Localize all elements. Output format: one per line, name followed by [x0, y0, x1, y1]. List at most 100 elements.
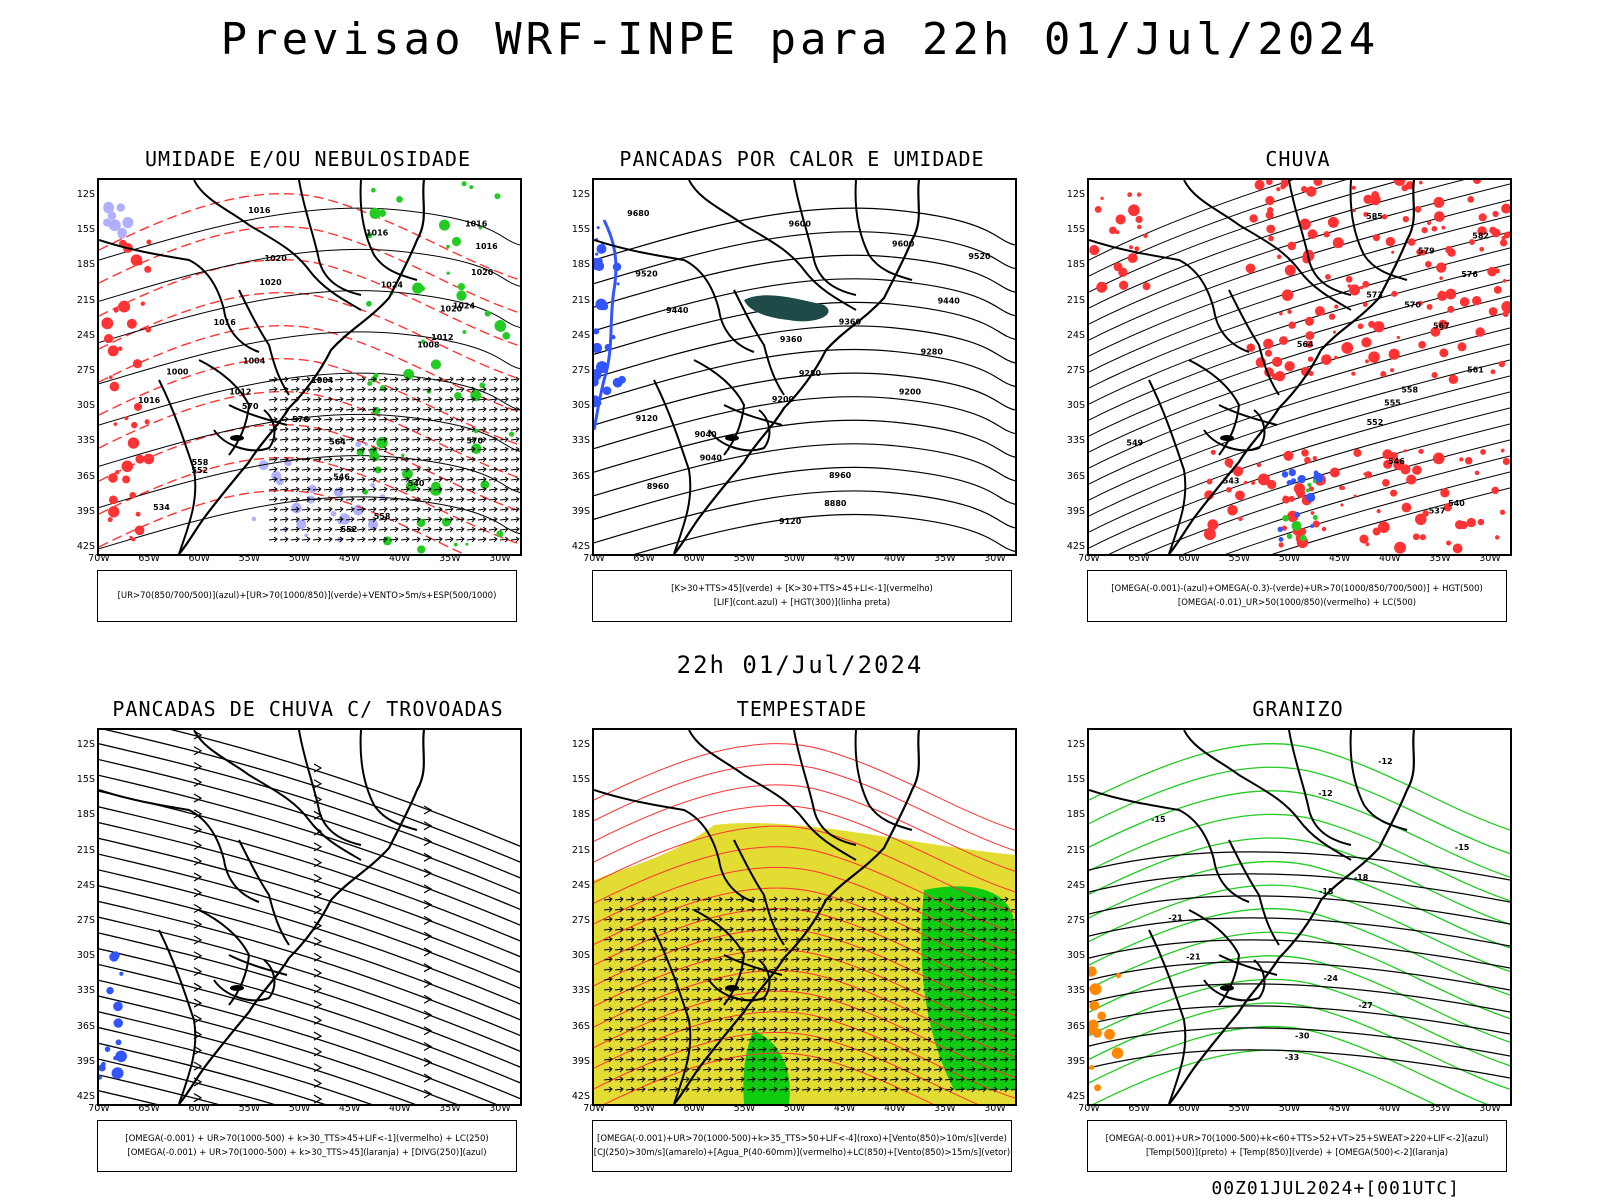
wind-vector — [422, 386, 432, 393]
wind-vector — [713, 946, 723, 953]
wind-vector — [922, 1056, 932, 1063]
rain-area — [1281, 289, 1294, 301]
wind-vector — [444, 476, 454, 483]
wind-vector — [900, 1086, 910, 1093]
wind-vector — [724, 1016, 734, 1023]
omega-area — [1089, 1000, 1100, 1011]
wind-vector — [323, 536, 333, 543]
wind-vector — [625, 1046, 635, 1053]
wind-vector — [669, 906, 679, 913]
streamline-arrow — [423, 947, 433, 957]
wind-vector — [955, 1006, 965, 1013]
wind-vector — [499, 536, 509, 543]
contour-label: 1016 — [366, 229, 389, 238]
omega-area — [1278, 536, 1284, 542]
jet-area — [594, 822, 1015, 1104]
thickness-contour — [99, 391, 520, 479]
wind-vector — [735, 1066, 745, 1073]
wind-vector — [301, 396, 311, 403]
streamline-850 — [594, 743, 1015, 831]
wind-vector — [268, 496, 278, 503]
wind-vector — [422, 406, 432, 413]
rain-area — [1304, 316, 1315, 326]
contour-label: 1020 — [471, 268, 494, 277]
wind-vector — [834, 966, 844, 973]
thickness-marks — [127, 437, 140, 449]
wind-vector — [724, 1066, 734, 1073]
wind-vector — [933, 956, 943, 963]
hgt-contour — [594, 443, 1015, 497]
wind-vector — [356, 436, 366, 443]
rain-area — [1328, 313, 1336, 320]
wind-vector — [1010, 1059, 1015, 1061]
wind-vector — [356, 536, 366, 543]
wind-vector — [290, 406, 300, 413]
wind-vector — [713, 976, 723, 983]
rain-area — [1502, 457, 1510, 466]
streamline-arrow — [423, 852, 433, 862]
wind-vector — [977, 1076, 987, 1083]
wind-vector — [614, 956, 624, 963]
wind-vector — [845, 1046, 855, 1053]
wind-vector — [735, 1006, 745, 1013]
wind-vector — [790, 1056, 800, 1063]
wind-vector — [301, 406, 311, 413]
wind-vector — [823, 906, 833, 913]
wind-vector — [345, 526, 355, 533]
humidity-low-level — [369, 207, 381, 220]
streamline — [99, 1090, 158, 1104]
wind-vector — [999, 1036, 1009, 1043]
state-border — [1203, 409, 1266, 452]
wind-vector — [735, 1026, 745, 1033]
wind-vector — [988, 1066, 998, 1073]
wind-vector — [801, 986, 811, 993]
wind-vector — [510, 496, 520, 503]
wind-vector — [625, 896, 635, 903]
wind-vector — [779, 1046, 789, 1053]
lon-tick-label: 30W — [489, 1103, 511, 1114]
humidity-low-level — [441, 517, 451, 527]
wind-vector — [389, 486, 399, 493]
wind-vector — [444, 446, 454, 453]
wind-vector — [669, 936, 679, 943]
wind-vector — [367, 536, 377, 543]
wind-vector — [911, 1076, 921, 1083]
humidity-shading — [367, 519, 379, 530]
lon-tick-label: 70W — [583, 1103, 605, 1114]
wind-vector — [911, 946, 921, 953]
wind-vector — [966, 896, 976, 903]
legend-box: [OMEGA(-0.001) + UR>70(1000-500) + k>30_… — [97, 1120, 517, 1172]
coastline — [1168, 730, 1416, 1104]
wind-vector — [867, 996, 877, 1003]
wind-vector — [658, 1036, 668, 1043]
wind-vector — [988, 1036, 998, 1043]
rain-area — [1363, 194, 1373, 204]
wind-vector — [367, 496, 377, 503]
wind-vector — [488, 446, 498, 453]
lif-marks — [596, 243, 607, 254]
wind-vector — [658, 906, 668, 913]
wind-vector — [834, 896, 844, 903]
wind-vector — [658, 1026, 668, 1033]
wind-vector — [812, 1016, 822, 1023]
contour-label: 1020 — [265, 254, 288, 263]
hgt500-contour — [1089, 311, 1510, 453]
wind-vector — [911, 956, 921, 963]
wind-vector — [922, 916, 932, 923]
contour-label: 579 — [1418, 246, 1435, 255]
wind-vector — [268, 516, 278, 523]
streamline-arrow — [423, 868, 433, 878]
wind-vector — [1010, 929, 1015, 931]
wind-vector — [680, 976, 690, 983]
wind-vector — [603, 896, 613, 903]
wind-vector — [768, 906, 778, 913]
wind-vector — [790, 896, 800, 903]
streamline-arrow — [193, 1030, 203, 1040]
wind-vector — [702, 936, 712, 943]
contour-label: 549 — [1126, 438, 1143, 447]
wind-vector — [790, 956, 800, 963]
lon-tick-label: 60W — [683, 553, 705, 564]
humidity-low-level — [478, 226, 483, 230]
thickness-marks — [107, 517, 113, 523]
rain-area — [1115, 230, 1120, 235]
